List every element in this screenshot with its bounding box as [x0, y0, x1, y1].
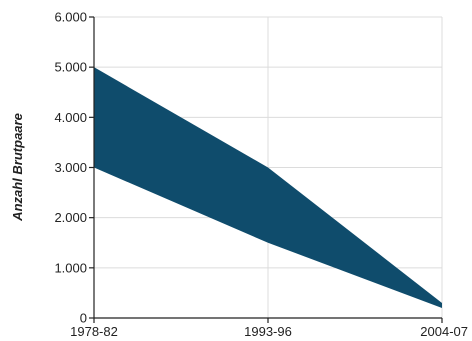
range-band: [94, 67, 442, 308]
x-tick-label: 1993-96: [244, 324, 292, 339]
x-axis-ticks: 1978-82 1993-96 2004-07: [70, 318, 468, 339]
y-tick-label: 6.000: [54, 10, 87, 25]
y-tick-label: 5.000: [54, 60, 87, 75]
y-tick-label: 1.000: [54, 260, 87, 275]
y-tick-label: 3.000: [54, 160, 87, 175]
y-axis-title: Anzahl Brutpaare: [10, 113, 25, 222]
y-axis-ticks: 0 1.000 2.000 3.000 4.000 5.000 6.000: [54, 10, 94, 326]
y-tick-label: 4.000: [54, 110, 87, 125]
x-tick-label: 1978-82: [70, 324, 118, 339]
x-tick-label: 2004-07: [420, 324, 468, 339]
y-tick-label: 2.000: [54, 210, 87, 225]
y-tick-label: 0: [80, 311, 87, 326]
